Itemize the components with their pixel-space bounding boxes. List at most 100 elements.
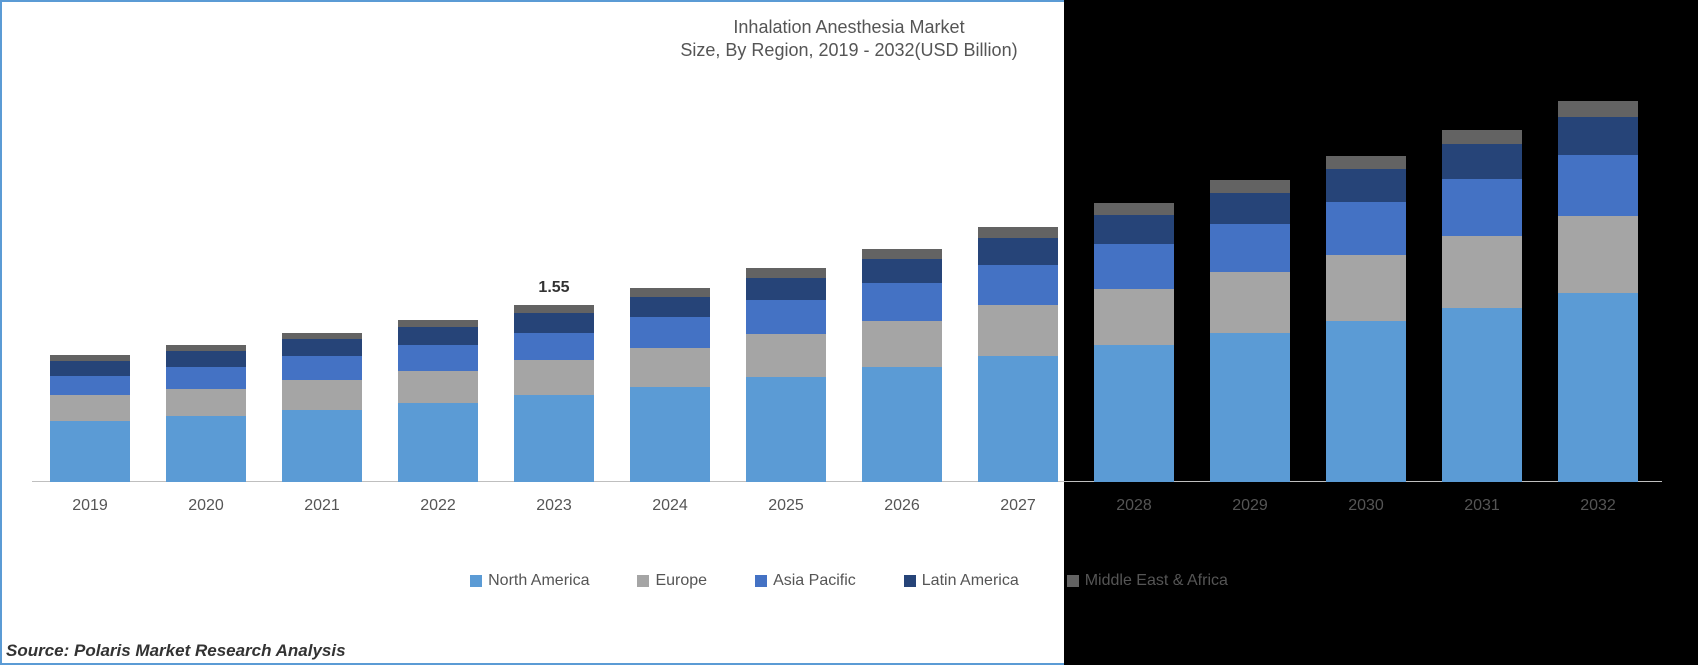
bar-segment-middle-east-africa <box>166 345 246 352</box>
bar-2026 <box>862 249 942 482</box>
bar-segment-north-america <box>630 387 710 482</box>
legend-swatch-icon <box>1067 575 1079 587</box>
legend-label: Europe <box>655 572 707 590</box>
legend-item-middle-east-africa: Middle East & Africa <box>1067 572 1228 590</box>
bar-segment-latin-america <box>514 313 594 333</box>
x-label-2020: 2020 <box>166 497 246 515</box>
bar-segment-north-america <box>50 421 130 482</box>
bar-segment-middle-east-africa <box>978 227 1058 238</box>
bar-segment-europe <box>630 348 710 386</box>
bar-segment-latin-america <box>1094 215 1174 244</box>
bar-segment-asia-pacific <box>1210 224 1290 272</box>
bar-segment-north-america <box>1210 333 1290 482</box>
x-label-2021: 2021 <box>282 497 362 515</box>
legend-item-north-america: North America <box>470 572 589 590</box>
bar-segment-europe <box>166 389 246 416</box>
legend: North AmericaEuropeAsia PacificLatin Ame… <box>2 572 1696 592</box>
x-label-2026: 2026 <box>862 497 942 515</box>
bar-segment-latin-america <box>50 361 130 375</box>
bar-segment-asia-pacific <box>282 356 362 380</box>
bar-segment-europe <box>978 305 1058 355</box>
bar-segment-north-america <box>398 403 478 482</box>
bar-segment-latin-america <box>1326 169 1406 202</box>
legend-item-europe: Europe <box>637 572 707 590</box>
source-attribution: Source: Polaris Market Research Analysis <box>6 641 346 661</box>
bar-segment-middle-east-africa <box>514 305 594 313</box>
bar-2025 <box>746 268 826 482</box>
bar-segment-latin-america <box>862 259 942 283</box>
bar-segment-latin-america <box>166 351 246 366</box>
bar-segment-asia-pacific <box>398 345 478 371</box>
bar-2029 <box>1210 180 1290 482</box>
bar-segment-latin-america <box>978 238 1058 264</box>
bar-segment-middle-east-africa <box>862 249 942 259</box>
bar-segment-north-america <box>1558 293 1638 482</box>
bar-segment-north-america <box>514 395 594 482</box>
data-label-2023: 1.55 <box>514 279 594 297</box>
bar-segment-europe <box>1558 216 1638 293</box>
bar-segment-middle-east-africa <box>630 288 710 297</box>
x-label-2027: 2027 <box>978 497 1058 515</box>
x-label-2032: 2032 <box>1558 497 1638 515</box>
bar-segment-north-america <box>862 367 942 482</box>
x-label-2029: 2029 <box>1210 497 1290 515</box>
bar-2022 <box>398 320 478 482</box>
bar-segment-europe <box>1210 272 1290 332</box>
bar-segment-latin-america <box>1210 193 1290 224</box>
bar-segment-north-america <box>166 416 246 482</box>
bar-segment-middle-east-africa <box>398 320 478 328</box>
bar-segment-latin-america <box>282 339 362 355</box>
bar-segment-latin-america <box>746 278 826 300</box>
bar-segment-europe <box>514 360 594 395</box>
x-label-2023: 2023 <box>514 497 594 515</box>
bar-segment-europe <box>1094 289 1174 345</box>
bar-segment-asia-pacific <box>1442 179 1522 236</box>
bar-2020 <box>166 345 246 482</box>
bar-2027 <box>978 227 1058 482</box>
bar-2028 <box>1094 203 1174 482</box>
legend-swatch-icon <box>637 575 649 587</box>
bar-2021 <box>282 333 362 482</box>
bar-segment-asia-pacific <box>166 367 246 389</box>
legend-label: Middle East & Africa <box>1085 572 1228 590</box>
legend-label: Latin America <box>922 572 1019 590</box>
bar-2024 <box>630 288 710 482</box>
bar-segment-north-america <box>746 377 826 482</box>
bar-segment-north-america <box>978 356 1058 482</box>
bar-2031 <box>1442 130 1522 482</box>
x-label-2024: 2024 <box>630 497 710 515</box>
bar-segment-asia-pacific <box>746 300 826 334</box>
bar-segment-latin-america <box>630 297 710 318</box>
bar-segment-asia-pacific <box>1326 202 1406 255</box>
bar-segment-asia-pacific <box>514 333 594 360</box>
bar-segment-asia-pacific <box>1558 155 1638 216</box>
x-label-2019: 2019 <box>50 497 130 515</box>
legend-swatch-icon <box>755 575 767 587</box>
bar-segment-middle-east-africa <box>1210 180 1290 193</box>
title-line-1: Inhalation Anesthesia Market <box>2 16 1696 39</box>
bar-segment-asia-pacific <box>862 283 942 320</box>
legend-item-latin-america: Latin America <box>904 572 1019 590</box>
bar-segment-latin-america <box>398 327 478 345</box>
bar-segment-north-america <box>1442 308 1522 482</box>
bar-segment-latin-america <box>1442 144 1522 179</box>
bar-segment-europe <box>398 371 478 403</box>
bar-segment-europe <box>1442 236 1522 307</box>
x-label-2025: 2025 <box>746 497 826 515</box>
bar-segment-middle-east-africa <box>1326 156 1406 169</box>
bar-segment-north-america <box>1094 345 1174 482</box>
x-label-2031: 2031 <box>1442 497 1522 515</box>
bar-segment-middle-east-africa <box>746 268 826 278</box>
bar-2023 <box>514 305 594 482</box>
bar-segment-middle-east-africa <box>282 333 362 340</box>
x-axis-baseline <box>32 481 1662 482</box>
x-label-2030: 2030 <box>1326 497 1406 515</box>
title-line-2: Size, By Region, 2019 - 2032(USD Billion… <box>2 39 1696 62</box>
bar-segment-north-america <box>1326 321 1406 482</box>
bar-segment-europe <box>282 380 362 410</box>
x-axis-labels: 2019202020212022202320242025202620272028… <box>32 497 1662 527</box>
bar-segment-asia-pacific <box>978 265 1058 306</box>
plot-area: 1.55 <box>32 87 1662 482</box>
bar-segment-north-america <box>282 410 362 482</box>
bar-segment-europe <box>746 334 826 377</box>
